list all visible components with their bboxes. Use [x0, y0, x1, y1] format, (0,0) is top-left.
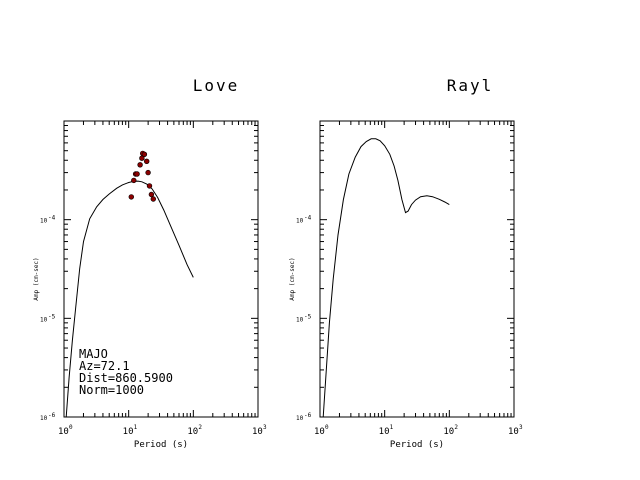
love-title: Love — [193, 76, 240, 95]
love-data-point — [150, 196, 157, 202]
rayl-plot-frame — [319, 120, 515, 418]
rayl-xtick-label: 10 — [379, 427, 390, 437]
rayl-ytick-label-exp: -4 — [304, 215, 312, 222]
love-model-curve — [65, 180, 194, 418]
love-data-point — [146, 183, 153, 189]
love-data-point — [141, 151, 148, 158]
rayl-ytick-label: 10 — [296, 316, 304, 323]
love-ytick-label: 10 — [40, 218, 48, 225]
love-xtick-label: 10 — [123, 427, 134, 437]
rayl-ytick-label: 10 — [296, 415, 304, 422]
rayl-ytick-label-exp: -5 — [304, 313, 312, 320]
love-station-info-line: Az=72.1 — [79, 359, 130, 373]
love-data-point — [144, 158, 150, 165]
love-xtick-label: 10 — [187, 427, 198, 437]
love-ytick-label-exp: -4 — [48, 215, 56, 222]
love-xlabel: Period (s) — [134, 440, 188, 450]
love-ytick-label: 10 — [40, 316, 48, 323]
love-data-point — [148, 191, 155, 198]
rayl-model-curve — [320, 138, 450, 418]
rayl-ytick-label-exp: -6 — [304, 412, 312, 419]
rayl-xtick-label: 10 — [508, 427, 519, 437]
rayl-xtick-label-exp: 0 — [325, 424, 329, 431]
rayl-xtick-label: 10 — [443, 427, 454, 437]
rayl-xtick-label: 10 — [314, 427, 325, 437]
rayl-xlabel: Period (s) — [390, 440, 444, 450]
rayl-ylabel: Amp (cm-sec) — [289, 257, 296, 300]
love-data-point — [131, 177, 137, 184]
love-xtick-label-exp: 3 — [263, 424, 267, 431]
rayl-xtick-label-exp: 2 — [454, 424, 458, 431]
rayl-xtick-label-exp: 1 — [390, 424, 394, 431]
rayl-title: Rayl — [447, 76, 494, 95]
love-data-point — [128, 194, 135, 200]
love-station-info-line: Norm=1000 — [79, 383, 144, 397]
love-data-point — [134, 171, 140, 177]
love-xtick-label-exp: 2 — [198, 424, 202, 431]
love-xtick-label-exp: 0 — [69, 424, 73, 431]
rayl-xtick-label-exp: 3 — [519, 424, 523, 431]
love-ytick-label: 10 — [40, 415, 48, 422]
love-station-info-line: MAJO — [79, 347, 108, 361]
love-ytick-label-exp: -6 — [48, 412, 56, 419]
rayl-ytick-label: 10 — [296, 218, 304, 225]
love-plot-frame — [63, 120, 259, 418]
love-station-info-line: Dist=860.5900 — [79, 371, 173, 385]
love-data-point — [137, 162, 143, 168]
love-data-point — [145, 169, 151, 176]
love-ytick-label-exp: -5 — [48, 313, 56, 320]
love-ylabel: Amp (cm-sec) — [33, 257, 40, 300]
love-xtick-label: 10 — [58, 427, 69, 437]
love-xtick-label-exp: 1 — [134, 424, 138, 431]
love-xtick-label: 10 — [252, 427, 263, 437]
